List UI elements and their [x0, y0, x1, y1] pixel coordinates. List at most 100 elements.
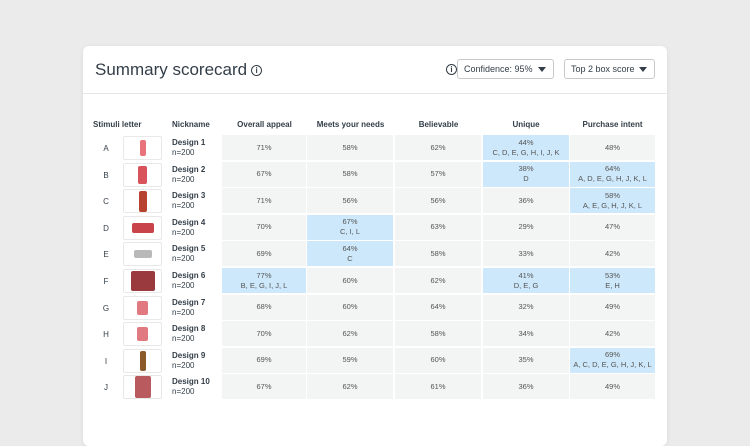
score-value: 62%: [342, 328, 358, 338]
score-value: 58%: [342, 169, 358, 179]
score-cell: 67% C, I, L: [307, 214, 393, 240]
confidence-info-icon[interactable]: i: [446, 64, 457, 75]
significance-letters: B, E, G, I, J, L: [240, 280, 288, 290]
stimuli-letter: G: [102, 303, 110, 313]
score-value: 68%: [256, 302, 272, 312]
score-cell: 58%: [395, 321, 481, 347]
stimulus-thumbnail[interactable]: [123, 295, 162, 320]
score-value: 62%: [430, 142, 446, 152]
score-cell: 33%: [483, 241, 569, 267]
table-row: C Design 3 n=200 71% 56% 56% 36% 58% A, E, G, H…: [83, 188, 667, 214]
score-cell: 49%: [570, 294, 655, 320]
nickname: Design 7 n=200: [172, 298, 205, 318]
nickname: Design 9 n=200: [172, 351, 205, 371]
stimulus-thumbnail[interactable]: [123, 375, 162, 400]
significance-letters: C, D, E, G, H, I, J, K: [492, 147, 560, 157]
score-cell: 64%: [395, 294, 481, 320]
score-cell: 67%: [222, 374, 306, 400]
carton-icon: [134, 376, 151, 399]
significance-letters: A, C, D, E, G, H, J, K, L: [573, 360, 652, 370]
stimulus-thumbnail[interactable]: [123, 242, 162, 267]
score-cell: 34%: [483, 321, 569, 347]
stimulus-thumbnail[interactable]: [123, 322, 162, 347]
chevron-down-icon: [639, 67, 647, 72]
score-cell: 56%: [395, 188, 481, 214]
score-value: 70%: [256, 222, 272, 232]
stimuli-letter: F: [103, 277, 109, 286]
stimulus-thumbnail[interactable]: [123, 162, 162, 187]
stimuli-letter: J: [104, 383, 108, 393]
score-cell: 35%: [483, 347, 569, 373]
design-name: Design 7: [172, 297, 206, 307]
col-header-purchase-intent: Purchase intent: [582, 120, 643, 129]
nickname: Design 10 n=200: [172, 377, 210, 397]
significance-letters: C: [347, 253, 353, 263]
stimuli-letter: I: [104, 356, 108, 366]
sample-size: n=200: [172, 281, 195, 290]
score-value: 67%: [256, 381, 272, 391]
score-value: 62%: [342, 381, 358, 391]
stimuli-letter: C: [103, 197, 109, 207]
confidence-dropdown[interactable]: Confidence: 95%: [457, 59, 554, 79]
score-cell: 38% D: [483, 161, 569, 187]
score-cell: 60%: [307, 294, 393, 320]
score-value: 69%: [256, 355, 272, 365]
design-name: Design 5: [172, 244, 206, 254]
score-value: 35%: [518, 355, 534, 365]
table-row: F Design 6 n=200 77% B, E, G, I, J, L 60% 62%…: [83, 268, 667, 294]
score-value: 29%: [518, 222, 534, 232]
score-cell: 64% A, D, E, G, H, J, K, L: [570, 161, 655, 187]
score-value: 60%: [430, 355, 446, 365]
info-icon[interactable]: i: [251, 65, 263, 76]
amber-dropper-icon: [139, 350, 146, 371]
score-value: 48%: [604, 142, 620, 152]
score-value: 36%: [518, 381, 534, 391]
amber-bottle-icon: [138, 190, 147, 212]
bottle-icon: [138, 165, 147, 184]
stimulus-thumbnail[interactable]: [123, 136, 162, 160]
table-row: J Design 10 n=200 67% 62% 61% 36% 49%: [83, 374, 667, 400]
design-name: Design 4: [172, 217, 206, 227]
sample-size: n=200: [172, 148, 195, 157]
score-value: 64%: [430, 302, 446, 312]
sample-size: n=200: [172, 174, 195, 184]
box-icon: [131, 222, 154, 233]
design-name: Design 1: [172, 138, 206, 147]
sample-size: n=200: [172, 254, 195, 264]
stimulus-thumbnail[interactable]: [123, 269, 162, 293]
score-cell: 44% C, D, E, G, H, I, J, K: [483, 135, 569, 160]
score-cell: 60%: [307, 268, 393, 293]
score-value: 61%: [430, 381, 446, 391]
chevron-down-icon: [538, 67, 546, 72]
significance-letters: D, E, G: [513, 280, 539, 290]
score-value: 56%: [342, 195, 358, 205]
score-cell: 67%: [222, 161, 306, 187]
score-cell: 71%: [222, 135, 306, 160]
score-value: 60%: [342, 302, 358, 312]
score-cell: 64% C: [307, 241, 393, 267]
score-cell: 61%: [395, 374, 481, 400]
score-type-value: Top 2 box score: [571, 64, 635, 74]
score-value: 42%: [604, 248, 620, 258]
score-value: 64%: [604, 164, 620, 174]
score-value: 33%: [518, 248, 534, 258]
stimuli-letter: B: [103, 170, 109, 180]
score-cell: 58% A, E, G, H, J, K, L: [570, 188, 655, 214]
score-cell: 70%: [222, 214, 306, 240]
significance-letters: A, D, E, G, H, J, K, L: [578, 174, 647, 184]
design-name: Design 2: [172, 164, 206, 174]
score-cell: 57%: [395, 161, 481, 187]
sample-size: n=200: [172, 307, 195, 317]
score-type-dropdown[interactable]: Top 2 box score: [564, 59, 655, 79]
stimulus-thumbnail[interactable]: [123, 348, 162, 373]
significance-letters: E, H: [605, 280, 620, 290]
table-row: I Design 9 n=200 69% 59% 60% 35% 69% A, C, D, E…: [83, 347, 667, 374]
card-header: Summary scorecard i i Confidence: 95% Top…: [83, 46, 667, 94]
nickname: Design 8 n=200: [172, 324, 205, 344]
stimulus-thumbnail[interactable]: [123, 189, 162, 214]
col-header-stimuli: Stimuli letter: [93, 120, 142, 129]
score-cell: 59%: [307, 347, 393, 373]
stimulus-thumbnail[interactable]: [123, 215, 162, 240]
col-header-unique: Unique: [512, 120, 540, 129]
table-row: G Design 7 n=200 68% 60% 64% 32% 49%: [83, 294, 667, 321]
